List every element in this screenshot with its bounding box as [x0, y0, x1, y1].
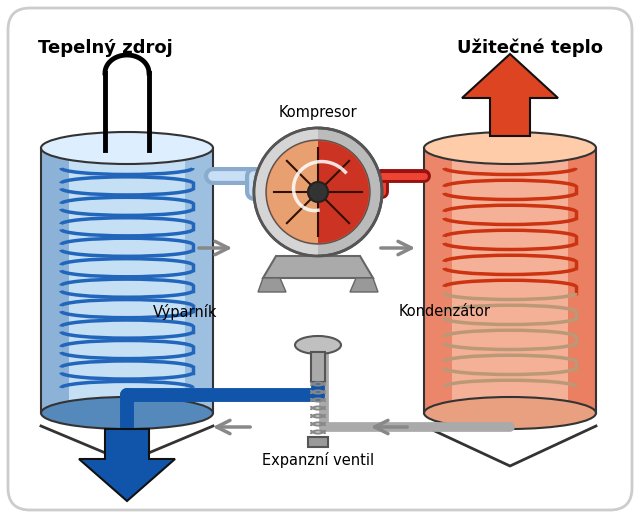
Text: Kompresor: Kompresor: [278, 105, 357, 120]
Text: Výparník: Výparník: [153, 304, 217, 320]
Polygon shape: [79, 429, 175, 501]
Wedge shape: [255, 129, 318, 255]
Circle shape: [266, 140, 370, 244]
FancyBboxPatch shape: [311, 352, 325, 382]
FancyBboxPatch shape: [8, 8, 632, 510]
Polygon shape: [263, 256, 373, 278]
Polygon shape: [258, 278, 286, 292]
Polygon shape: [185, 148, 213, 413]
Text: Tepelný zdroj: Tepelný zdroj: [38, 39, 172, 57]
Ellipse shape: [424, 132, 596, 164]
Text: Užitečné teplo: Užitečné teplo: [457, 39, 603, 57]
Text: Kondenzátor: Kondenzátor: [399, 305, 491, 320]
Circle shape: [308, 182, 328, 202]
Ellipse shape: [41, 132, 213, 164]
Ellipse shape: [295, 336, 341, 354]
Ellipse shape: [424, 397, 596, 429]
Wedge shape: [267, 141, 318, 243]
Polygon shape: [41, 148, 69, 413]
Polygon shape: [568, 148, 596, 413]
Text: Expanzní ventil: Expanzní ventil: [262, 452, 374, 468]
FancyBboxPatch shape: [308, 437, 328, 447]
Polygon shape: [350, 278, 378, 292]
Polygon shape: [424, 148, 452, 413]
Wedge shape: [318, 141, 369, 243]
Circle shape: [254, 128, 382, 256]
Polygon shape: [424, 148, 596, 413]
Ellipse shape: [41, 397, 213, 429]
Polygon shape: [41, 148, 213, 413]
Polygon shape: [462, 54, 558, 136]
